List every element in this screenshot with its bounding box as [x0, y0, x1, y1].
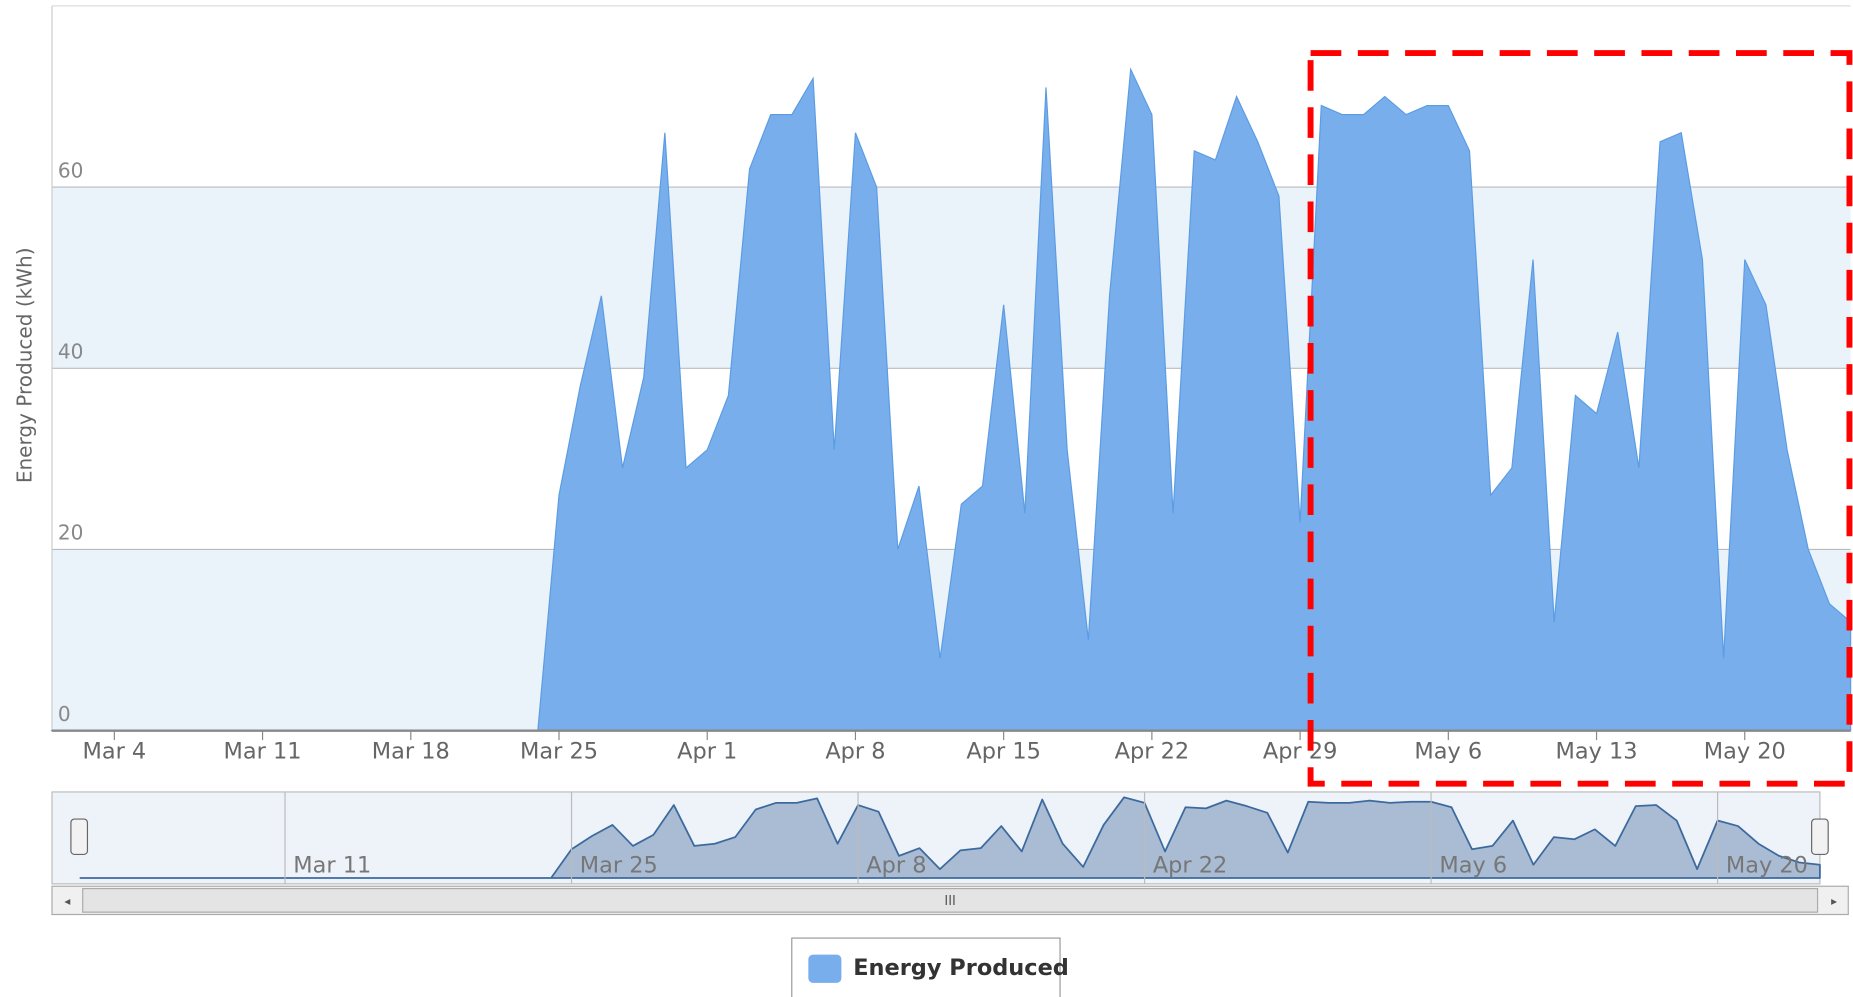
scroll-left[interactable]: ◂: [64, 894, 70, 908]
x-tick-label: Mar 18: [372, 738, 450, 764]
x-tick-label: Mar 25: [520, 738, 598, 764]
x-tick-label: May 13: [1556, 738, 1638, 764]
x-tick-label: Apr 22: [1115, 738, 1190, 764]
y-tick-label: 20: [58, 521, 84, 545]
plot-band: [51, 187, 1851, 369]
navigator-area: [79, 796, 1821, 879]
plot: Mar 4 Mar 11 Mar 18 Mar 25 Apr 1 Apr 8 Apr 15 A…: [50, 67, 1852, 764]
navigator-tick-label: May 20: [1726, 853, 1808, 879]
navigator-tick-label: May 6: [1439, 853, 1507, 879]
y-tick-label: 60: [58, 158, 84, 182]
navigator-handle[interactable]: [1811, 818, 1829, 855]
x-tick-label: Apr 29: [1263, 738, 1338, 764]
scroll-right[interactable]: ▸: [1831, 894, 1837, 908]
x-tick-label: May 20: [1704, 738, 1786, 764]
x-tick-label: Apr 8: [825, 738, 885, 764]
x-tick-label: May 6: [1414, 738, 1482, 764]
x-tick-label: Mar 4: [82, 738, 146, 764]
x-tick-label: Mar 11: [224, 738, 302, 764]
scrollbar-thumb[interactable]: [82, 887, 1819, 913]
legend-swatch: [808, 954, 842, 983]
y-axis-label: Energy Produced (kWh): [12, 247, 36, 483]
navigator-tick-label: Apr 8: [866, 853, 926, 879]
navigator-tick-label: Mar 25: [580, 853, 658, 879]
navigator-tick-label: Apr 22: [1153, 853, 1228, 879]
navigator-handle[interactable]: [70, 818, 89, 855]
legend-label[interactable]: Energy Produced: [853, 955, 1069, 981]
x-tick-label: Apr 15: [966, 738, 1041, 764]
y-tick-label: 40: [58, 339, 84, 363]
navigator-tick-label: Mar 11: [293, 853, 371, 879]
scrollbar-grip: III: [944, 894, 956, 909]
x-tick-label: Apr 1: [677, 738, 737, 764]
navigator: Mar 11 Mar 25 Apr 8 Apr 22 May 6 May 20: [79, 791, 1821, 884]
y-tick-label: 0: [58, 702, 71, 726]
highlight-box: [1307, 50, 1853, 787]
